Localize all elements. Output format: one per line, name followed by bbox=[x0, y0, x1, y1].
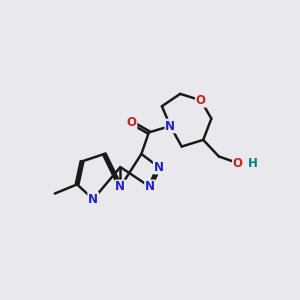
Text: N: N bbox=[154, 160, 164, 174]
Text: N: N bbox=[165, 119, 175, 133]
Text: N: N bbox=[116, 180, 125, 194]
Text: O: O bbox=[233, 157, 243, 169]
Text: H: H bbox=[248, 157, 258, 169]
Text: O: O bbox=[196, 94, 206, 107]
Text: N: N bbox=[145, 180, 155, 194]
Text: O: O bbox=[127, 116, 136, 129]
Text: N: N bbox=[88, 193, 98, 206]
